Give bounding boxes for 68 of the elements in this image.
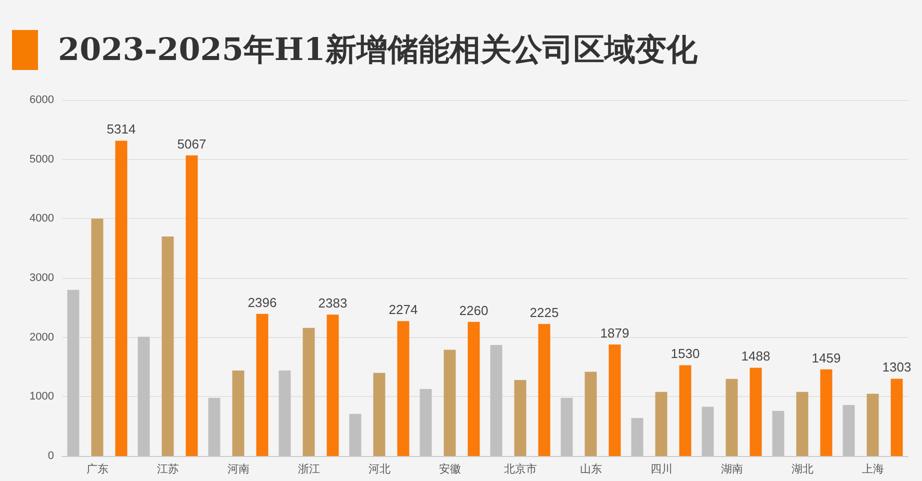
y-tick-label: 2000 (30, 331, 54, 344)
bar (490, 345, 502, 456)
bar (608, 344, 621, 456)
bar (302, 328, 315, 456)
bar (256, 314, 268, 456)
y-tick-label: 4000 (30, 212, 54, 225)
x-tick-label: 北京市 (504, 462, 537, 476)
x-tick-label: 湖南 (720, 462, 743, 476)
bar (468, 322, 480, 456)
x-tick-label: 上海 (862, 462, 884, 476)
y-tick-label: 5000 (30, 153, 54, 166)
bar (726, 378, 738, 456)
bar (138, 336, 150, 456)
bar (655, 392, 668, 456)
data-label: 1459 (812, 350, 841, 366)
data-label: 2396 (248, 294, 277, 310)
bar (584, 372, 597, 456)
bar (820, 369, 832, 456)
x-tick-label: 山东 (580, 462, 602, 476)
bar (866, 394, 879, 456)
bar (420, 388, 432, 456)
data-label: 1879 (600, 326, 630, 341)
bar (796, 392, 808, 456)
y-tick-label: 1000 (30, 390, 54, 403)
chart-title: 2023-2025年H1新增储能相关公司区域变化 (58, 31, 698, 70)
data-label: 1303 (882, 360, 912, 375)
bar (397, 321, 410, 456)
y-tick-label: 6000 (30, 94, 54, 106)
data-label: 1530 (670, 346, 700, 362)
data-label: 5067 (177, 136, 206, 152)
bar (444, 350, 456, 456)
bar (373, 372, 386, 456)
bar (162, 236, 174, 456)
data-label: 5314 (106, 122, 136, 137)
y-tick-label: 0 (48, 450, 54, 462)
bar (890, 378, 903, 456)
bar (538, 324, 550, 456)
bar (91, 218, 104, 456)
bar (842, 404, 855, 456)
x-tick-label: 江苏 (156, 462, 179, 476)
x-tick-label: 湖北 (791, 462, 814, 476)
data-label: 1488 (741, 348, 770, 364)
x-tick-label: 浙江 (298, 462, 320, 476)
bar (115, 140, 128, 456)
x-tick-label: 河北 (368, 462, 390, 476)
bar (560, 398, 573, 456)
bar (67, 290, 80, 456)
bar (186, 155, 198, 456)
bar (514, 380, 526, 456)
bar (750, 368, 762, 456)
data-label: 2274 (388, 302, 418, 318)
bar (349, 414, 362, 456)
x-tick-label: 安徽 (438, 462, 461, 476)
bar (772, 410, 784, 456)
data-label: 2383 (318, 296, 348, 311)
y-tick-label: 3000 (30, 272, 54, 284)
data-label: 2260 (459, 302, 488, 318)
bar (326, 314, 339, 456)
x-tick-label: 河南 (227, 462, 250, 476)
data-label: 2225 (530, 304, 559, 320)
bar (702, 406, 714, 456)
bar (278, 370, 291, 456)
bar (631, 418, 644, 456)
bar (232, 370, 244, 456)
x-tick-label: 四川 (650, 462, 672, 476)
x-tick-label: 广东 (86, 462, 108, 476)
bar (679, 365, 692, 456)
bar (208, 398, 220, 456)
